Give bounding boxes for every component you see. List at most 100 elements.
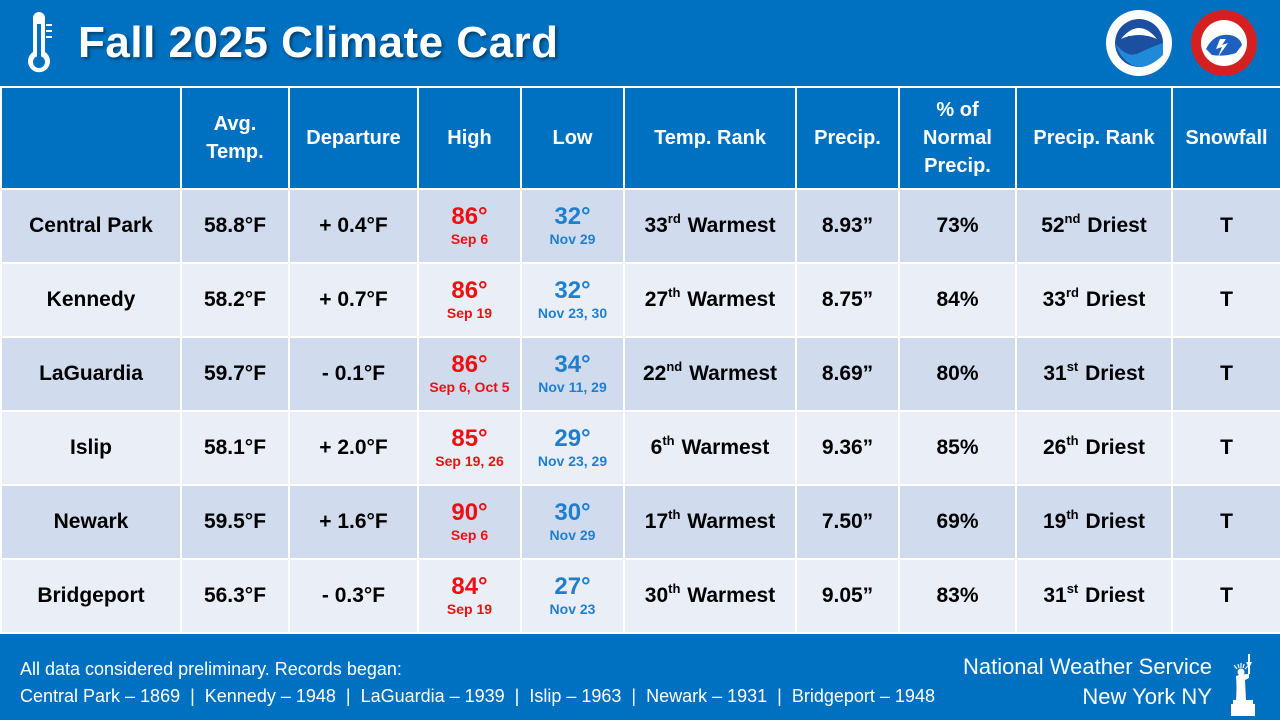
station-name: Islip [2,412,180,484]
avg-temp: 59.5°F [182,486,288,558]
low-date: Nov 23 [549,601,596,617]
rank-suffix: st [1066,359,1079,374]
low-temp: 32° [554,203,591,230]
pct-normal-precip: 80% [900,338,1015,410]
high-date: Sep 6 [450,231,489,247]
rank-number: 52 [1041,214,1065,237]
avg-temp: 58.2°F [182,264,288,336]
thermometer-icon [28,12,52,73]
table-row: Kennedy 58.2°F + 0.7°F 86° Sep 19 32° Nov … [2,264,1280,336]
rank-label: Driest [1085,584,1145,607]
temp-rank: 30th Warmest [625,560,795,632]
header-bar: Fall 2025 Climate Card NOAA [0,0,1280,86]
precip-rank: 33rd Driest [1017,264,1171,336]
table-header-row: Avg. Temp. Departure High Low Temp. Rank… [2,88,1280,188]
pct-normal-precip: 85% [900,412,1015,484]
rank-label: Driest [1087,214,1147,237]
rank-label: Warmest [687,584,776,607]
rank-suffix: th [1066,507,1079,522]
snowfall: T [1173,412,1280,484]
low-temp: 27° [554,573,591,600]
departure: - 0.3°F [290,560,417,632]
temp-rank: 33rd Warmest [625,190,795,262]
column-header: Low [522,88,623,188]
departure: + 1.6°F [290,486,417,558]
precip: 9.05” [797,560,898,632]
avg-temp: 56.3°F [182,560,288,632]
org-name: National Weather Service [962,654,1212,679]
column-header: Precip. [797,88,898,188]
rank-suffix: th [662,433,675,448]
precip-rank: 26th Driest [1017,412,1171,484]
high-date: Sep 19 [446,305,493,321]
column-header: Temp. Rank [625,88,795,188]
low-cell: 27° Nov 23 [522,560,623,632]
preliminary-note: All data considered preliminary. Records… [20,659,402,679]
high-date: Sep 19 [446,601,493,617]
pct-normal-precip: 69% [900,486,1015,558]
rank-label: Warmest [681,436,770,459]
low-cell: 29° Nov 23, 29 [522,412,623,484]
high-cell: 86° Sep 19 [419,264,520,336]
high-cell: 86° Sep 6, Oct 5 [419,338,520,410]
low-temp: 32° [554,277,591,304]
low-cell: 32° Nov 23, 30 [522,264,623,336]
column-header: Precip. Rank [1017,88,1171,188]
rank-label: Driest [1085,510,1145,533]
temp-rank: 6th Warmest [625,412,795,484]
snowfall: T [1173,338,1280,410]
page-title: Fall 2025 Climate Card [78,18,559,67]
rank-suffix: th [668,285,681,300]
office-name: New York NY [1082,684,1212,709]
rank-number: 17 [644,510,669,533]
column-header: Avg. Temp. [182,88,288,188]
table-row: LaGuardia 59.7°F - 0.1°F 86° Sep 6, Oct 5… [2,338,1280,410]
rank-label: Warmest [689,362,777,385]
table-row: Bridgeport 56.3°F - 0.3°F 84° Sep 19 27° N… [2,560,1280,632]
station-name: LaGuardia [2,338,180,410]
rank-label: Warmest [687,288,776,311]
high-temp: 86° [451,351,488,378]
high-cell: 85° Sep 19, 26 [419,412,520,484]
low-date: Nov 11, 29 [538,379,607,395]
high-temp: 85° [451,425,488,452]
table-row: Newark 59.5°F + 1.6°F 90° Sep 6 30° Nov 29… [2,486,1280,558]
rank-suffix: th [668,581,681,596]
low-cell: 34° Nov 11, 29 [522,338,623,410]
low-temp: 29° [554,425,591,452]
nws-logo [1191,10,1257,76]
pct-normal-precip: 83% [900,560,1015,632]
snowfall: T [1173,560,1280,632]
temp-rank: 22nd Warmest [625,338,795,410]
rank-label: Warmest [687,214,776,237]
avg-temp: 58.1°F [182,412,288,484]
office-credit: National Weather Service New York NY [963,652,1212,712]
snowfall: T [1173,486,1280,558]
departure: + 0.7°F [290,264,417,336]
precip: 7.50” [797,486,898,558]
rank-suffix: rd [1065,285,1079,300]
rank-suffix: rd [667,211,681,226]
rank-number: 33 [644,214,668,237]
climate-table: Avg. Temp. Departure High Low Temp. Rank… [0,86,1280,634]
rank-number: 33 [1042,288,1066,311]
high-cell: 84° Sep 19 [419,560,520,632]
low-temp: 30° [554,499,591,526]
column-header: Departure [290,88,417,188]
svg-text:NOAA: NOAA [1127,35,1151,44]
low-cell: 32° Nov 29 [522,190,623,262]
precip: 8.93” [797,190,898,262]
rank-number: 30 [644,584,669,607]
high-cell: 90° Sep 6 [419,486,520,558]
column-header [2,88,180,188]
departure: + 0.4°F [290,190,417,262]
high-temp: 86° [451,277,488,304]
avg-temp: 59.7°F [182,338,288,410]
rank-label: Driest [1085,436,1145,459]
low-temp: 34° [554,351,591,378]
low-date: Nov 29 [549,527,596,543]
temp-rank: 17th Warmest [625,486,795,558]
precip: 9.36” [797,412,898,484]
precip-rank: 31st Driest [1017,560,1171,632]
precip-rank: 31st Driest [1017,338,1171,410]
